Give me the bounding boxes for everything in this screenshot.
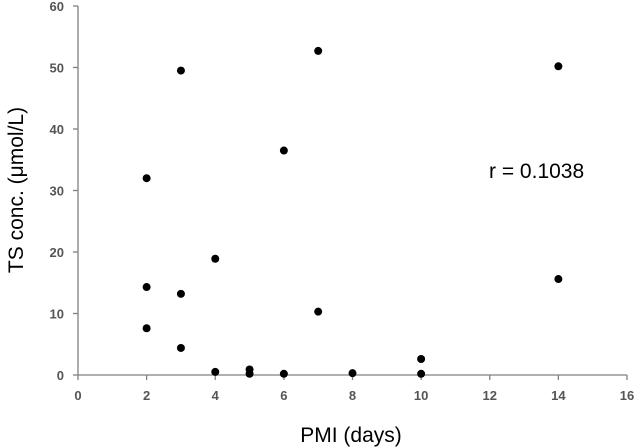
x-tick-label: 14 <box>551 388 566 403</box>
y-tick-label: 50 <box>50 61 64 76</box>
data-point <box>314 46 323 55</box>
y-axis-title: TS conc. (μmol/L) <box>5 107 28 273</box>
y-axis-ticks: 0 10 20 30 40 50 60 <box>50 0 78 383</box>
data-point <box>142 324 151 333</box>
y-tick-label: 20 <box>50 245 64 260</box>
correlation-annotation: r = 0.1038 <box>489 160 584 183</box>
x-tick-label: 8 <box>349 388 356 403</box>
y-tick-label: 0 <box>57 368 64 383</box>
y-tick-label: 40 <box>50 122 64 137</box>
data-point <box>348 369 357 378</box>
data-point <box>314 307 323 316</box>
data-point <box>417 355 426 364</box>
x-tick-label: 0 <box>74 388 81 403</box>
x-tick-label: 12 <box>483 388 497 403</box>
data-point <box>554 275 563 284</box>
data-points <box>142 46 563 378</box>
y-tick-label: 10 <box>50 307 64 322</box>
y-tick-label: 30 <box>50 184 64 199</box>
x-axis-title: PMI (days) <box>300 424 402 447</box>
data-point <box>245 369 254 378</box>
x-tick-label: 2 <box>143 388 150 403</box>
x-tick-label: 10 <box>414 388 428 403</box>
data-point <box>554 62 563 71</box>
x-axis-ticks: 0 2 4 6 8 10 12 14 16 <box>74 375 634 403</box>
data-point <box>417 369 426 378</box>
data-point <box>142 174 151 183</box>
data-point <box>142 283 151 292</box>
data-point <box>176 66 185 75</box>
x-tick-label: 4 <box>212 388 220 403</box>
data-point <box>176 289 185 298</box>
x-tick-label: 16 <box>620 388 634 403</box>
data-point <box>211 367 220 376</box>
data-point <box>211 254 220 263</box>
y-tick-label: 60 <box>50 0 64 14</box>
data-point <box>279 146 288 155</box>
data-point <box>279 369 288 378</box>
x-tick-label: 6 <box>280 388 287 403</box>
data-point <box>176 343 185 352</box>
